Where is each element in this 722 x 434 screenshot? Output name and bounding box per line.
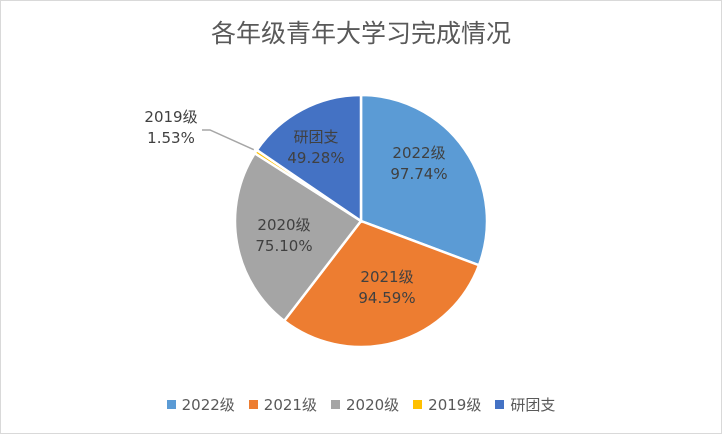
legend-label-4: 研团支 [510, 396, 556, 414]
data-label-category-0: 2022级 [392, 144, 445, 162]
legend-label-1: 2021级 [263, 396, 317, 414]
data-label-1: 2021级 94.59% [358, 268, 415, 307]
data-label-category-1: 2021级 [360, 268, 413, 286]
legend-label-2: 2020级 [345, 396, 400, 414]
pie-slice-1 [282, 219, 481, 349]
legend-swatch-4 [495, 400, 505, 409]
leader-lines [202, 129, 255, 151]
legend-item-2: 2020级 [330, 394, 400, 415]
legend-swatch-1 [248, 400, 258, 409]
legend-swatch-2 [330, 400, 340, 409]
legend-item-0: 2022级 [166, 394, 235, 415]
legend-item-4: 研团支 [495, 394, 555, 415]
data-label-0: 2022级 97.74% [390, 144, 447, 183]
legend-item-3: 2019级 [413, 394, 481, 415]
data-label-category-4: 研团支 [293, 128, 338, 146]
data-label-value-2: 75.10% [255, 237, 312, 255]
data-label-3: 2019级 1.53% [144, 108, 197, 147]
legend-label-0: 2022级 [181, 396, 235, 414]
pie-slices [233, 93, 489, 349]
legend: 2022级 2021级 2020级 2019级 研团支 [0, 394, 722, 415]
leader-line-2019 [202, 129, 255, 151]
data-label-2: 2020级 75.10% [255, 216, 312, 255]
data-label-category-2: 2020级 [257, 216, 310, 234]
data-label-value-0: 97.74% [390, 165, 447, 183]
chart-title: 各年级青年大学习完成情况 [210, 19, 511, 48]
pie-slice-2 [233, 151, 363, 323]
legend-swatch-0 [166, 400, 176, 409]
data-label-category-3: 2019级 [144, 108, 197, 126]
data-label-4: 研团支 49.28% [287, 128, 344, 167]
data-label-value-1: 94.59% [358, 289, 415, 307]
legend-item-1: 2021级 [248, 394, 317, 415]
pie-slice-0 [359, 93, 489, 267]
pie-slice-4 [255, 93, 363, 224]
legend-swatch-3 [413, 400, 423, 409]
data-label-value-4: 49.28% [287, 149, 344, 167]
legend-label-3: 2019级 [428, 396, 482, 414]
data-labels: 2022级 97.74% 2021级 94.59% 2020级 75.10% 2019级 1.… [144, 108, 447, 307]
data-label-value-3: 1.53% [147, 129, 195, 147]
